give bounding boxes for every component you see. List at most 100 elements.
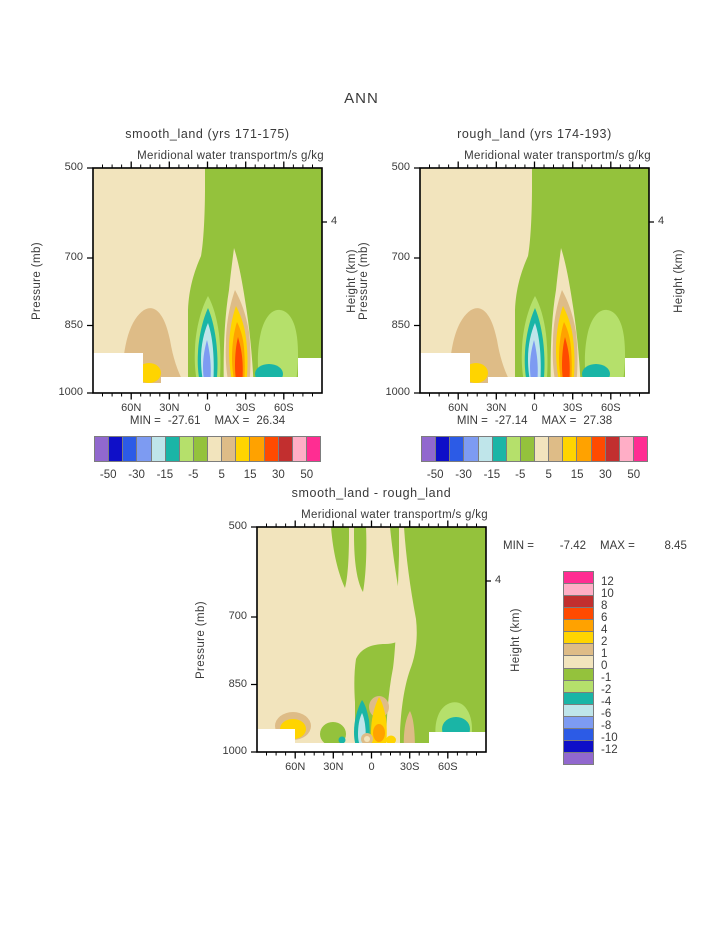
colorbar-cell (422, 437, 437, 461)
y-tick-label: 1000 (385, 386, 410, 398)
colorbar-cell (165, 437, 180, 461)
min-max-readout: MIN = -27.14 MAX = 27.38 (420, 415, 649, 427)
colorbar-cell (633, 437, 647, 461)
panel-units-label: m/s g/kg (278, 150, 324, 162)
contour-plot (250, 519, 492, 760)
y-tick-label: 500 (228, 520, 247, 532)
colorbar-cell (619, 437, 634, 461)
colorbar-cell (292, 437, 307, 461)
y-axis-label-wrap: Pressure (mb) (356, 168, 372, 393)
colorbar-cell (535, 437, 550, 461)
y2-axis-label-wrap: Height (km) (508, 527, 524, 752)
panel-smooth-land: smooth_land (yrs 171-175) Meridional wat… (31, 127, 358, 481)
colorbar-vertical (563, 571, 594, 765)
y-tick-label: 700 (391, 251, 410, 263)
y-tick-label: 850 (391, 318, 410, 331)
y-tick-label: 1000 (58, 386, 83, 398)
x-tick-label: 60N (448, 402, 469, 414)
y-axis-label: Pressure (mb) (195, 600, 208, 679)
colorbar-label: -5 (188, 469, 199, 481)
colorbar-label: 8 (601, 600, 608, 612)
max-label: MAX = (214, 415, 250, 427)
x-tick-label: 60S (438, 761, 458, 773)
colorbar-cell (564, 620, 593, 633)
colorbar-cell (564, 644, 593, 657)
colorbar-cell (564, 680, 593, 693)
height-tick-label: 4 (495, 574, 502, 586)
y-tick-label: 500 (391, 161, 410, 173)
colorbar (94, 436, 321, 462)
x-tick-label: 30N (159, 402, 180, 414)
height-tick-label: 4 (331, 215, 338, 227)
x-tick-label: 60S (601, 402, 621, 414)
min-max-readout: MIN = -27.61 MAX = 26.34 (93, 415, 322, 427)
colorbar-label: -5 (515, 469, 526, 481)
colorbar-cell (95, 437, 110, 461)
colorbar-cell (306, 437, 320, 461)
colorbar-label: -15 (483, 469, 501, 481)
panel-subtitle: Meridional water transport (301, 509, 442, 521)
x-tick-label: 30N (486, 402, 507, 414)
colorbar-label: -4 (601, 696, 612, 708)
contour-plot (413, 160, 655, 401)
colorbar-label: 10 (601, 588, 614, 600)
min-label: MIN = (129, 415, 161, 427)
panel-difference: smooth_land - rough_land Meridional wate… (195, 486, 687, 773)
panel-rough-land: rough_land (yrs 174-193) Meridional wate… (358, 127, 685, 481)
panel-title: smooth_land - rough_land (291, 486, 452, 500)
colorbar-cell (564, 692, 593, 705)
colorbar-cell (564, 656, 593, 669)
colorbar-label: -6 (601, 708, 612, 720)
panel-units-label: m/s g/kg (442, 509, 488, 521)
panel-units-label: m/s g/kg (605, 150, 651, 162)
colorbar-cell (564, 572, 593, 585)
panel-subtitle: Meridional water transport (464, 150, 605, 162)
colorbar-cell (222, 437, 237, 461)
panel-title: rough_land (yrs 174-193) (457, 127, 612, 141)
colorbar-cell (605, 437, 620, 461)
colorbar-cell (564, 608, 593, 621)
x-tick-label: 0 (531, 402, 538, 414)
colorbar-label: -10 (601, 732, 618, 744)
colorbar-cell (278, 437, 293, 461)
colorbar-cell (564, 728, 593, 741)
x-tick-label: 0 (368, 761, 375, 773)
colorbar-label: 12 (601, 576, 614, 588)
colorbar-cell (250, 437, 265, 461)
min-label: MIN = (456, 415, 488, 427)
colorbar-label: 15 (570, 469, 584, 481)
colorbar-cell (478, 437, 493, 461)
colorbar (421, 436, 648, 462)
colorbar-label: -8 (601, 720, 612, 732)
colorbar-cell (179, 437, 194, 461)
colorbar-label: 4 (601, 624, 608, 636)
x-tick-label: 30S (399, 761, 420, 773)
colorbar-cell (109, 437, 124, 461)
colorbar-label: -30 (455, 469, 472, 481)
x-tick-label: 30N (323, 761, 344, 773)
min-label: MIN = (503, 540, 534, 552)
colorbar-cell (591, 437, 606, 461)
x-tick-label: 30S (562, 402, 583, 414)
y-tick-label: 1000 (222, 745, 247, 757)
colorbar-label: 0 (601, 660, 608, 672)
colorbar-label: 50 (627, 469, 641, 481)
y-axis-label-wrap: Pressure (mb) (29, 168, 45, 393)
colorbar-cell (506, 437, 521, 461)
colorbar-cell (193, 437, 208, 461)
y2-axis-label-wrap: Height (km) (671, 168, 687, 393)
y-axis-label: Pressure (mb) (31, 241, 44, 320)
y-tick-label: 500 (64, 161, 83, 173)
colorbar-cell (264, 437, 279, 461)
colorbar-cell (123, 437, 138, 461)
colorbar-label: 30 (271, 469, 285, 481)
contour-plot (86, 160, 328, 401)
colorbar-cell (151, 437, 166, 461)
min-max-readout: MIN = -7.42 MAX = 8.45 (503, 540, 723, 552)
colorbar-cell (563, 437, 578, 461)
x-tick-label: 60S (274, 402, 294, 414)
min-value: -27.61 (167, 415, 201, 427)
max-label: MAX = (600, 540, 635, 552)
colorbar-cell (464, 437, 479, 461)
colorbar-cell (564, 704, 593, 717)
